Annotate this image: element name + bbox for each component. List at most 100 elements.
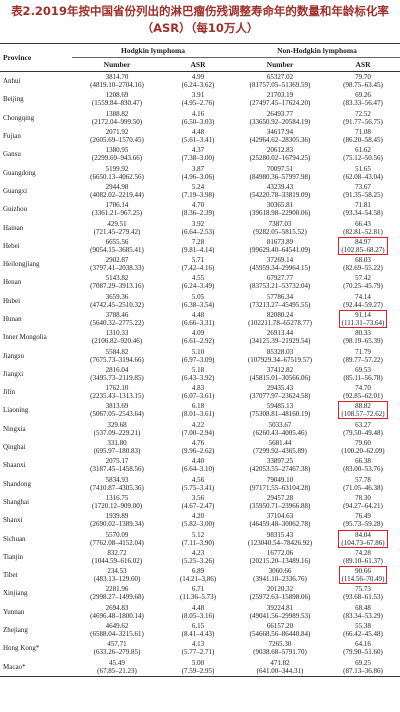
asr-interval: (6.38–3.54) xyxy=(181,300,215,309)
province-cell: Gansu xyxy=(3,150,21,159)
asr-interval: (6.64–2.53) xyxy=(181,227,215,236)
number-cell: 329.68 (537.09–229.21) xyxy=(72,420,162,438)
number-value: 5199.92 xyxy=(105,164,129,173)
number-value: 26493.77 xyxy=(266,109,294,118)
asr-value: 4.76 xyxy=(191,439,205,448)
asr-cell: 3.91 (4.95–2.76) xyxy=(162,90,234,108)
number-interval: (3941.10–2336.76) xyxy=(253,575,307,584)
asr-value: 6.71 xyxy=(191,585,205,594)
province-cell: Tibet xyxy=(3,571,18,580)
number-value: 37269.14 xyxy=(266,256,294,265)
number-cell: 29435.43 (37077.97–23624.58) xyxy=(234,383,326,401)
province-cell: Hunan xyxy=(3,315,22,323)
province-cell: Yunnan xyxy=(3,607,25,616)
asr-value: 5.10 xyxy=(191,347,205,356)
table-row: Shaanxi 2075.17 (3187.45–1458.56) 4.40 (6.64… xyxy=(0,456,400,474)
province-cell: Guangdong xyxy=(3,168,36,177)
table-row: Tibet 234.53 (483.13–129.60) 6.89 (14.21–3.8… xyxy=(0,566,400,585)
number-interval: (4082.02–2219.44) xyxy=(90,190,144,199)
highlight-box: 88.82 (108.57–72.62) xyxy=(338,401,388,420)
number-cell: 4649.62 (6588.04–3215.61) xyxy=(72,621,162,639)
number-value: 16772.06 xyxy=(266,548,294,557)
asr-cell: 78.30 (94.27–64.21) xyxy=(326,493,400,511)
number-cell: 234.53 (483.13–129.60) xyxy=(72,566,162,584)
asr-value: 4.56 xyxy=(191,475,205,484)
number-cell: 7265.30 (9038.68–5791.70) xyxy=(234,639,326,657)
number-interval: (67.85–21.23) xyxy=(97,666,137,675)
asr-cell: 6.18 (8.01–3.61) xyxy=(162,401,234,419)
number-interval: (7087.29–3913.16) xyxy=(90,282,144,291)
asr-interval: (91.35–58.25) xyxy=(343,190,383,199)
asr-value: 4.48 xyxy=(191,603,205,612)
asr-interval: (100.20–62.09) xyxy=(341,447,385,456)
asr-value: 84.04 xyxy=(355,530,371,539)
asr-value: 4.55 xyxy=(191,274,205,283)
asr-cell: 51.65 (62.08–43.04) xyxy=(326,163,400,181)
asr-cell: 4.37 (7.38–3.00) xyxy=(162,145,234,163)
highlight-box: 84.04 (104.73–67.86) xyxy=(338,529,388,548)
number-interval: (2998.27–1499.68) xyxy=(90,593,144,602)
number-value: 1316.75 xyxy=(105,493,129,502)
number-value: 1380.95 xyxy=(105,146,129,155)
number-value: 37104.63 xyxy=(266,512,294,521)
number-cell: 21703.19 (27497.45–17624.20) xyxy=(234,90,326,108)
asr-value: 75.73 xyxy=(355,585,371,594)
asr-interval: (82.69–55.22) xyxy=(343,264,383,273)
number-interval: (1720.12–909.00) xyxy=(91,501,143,510)
province-cell: Hubei xyxy=(3,296,21,305)
number-interval: (81757.05–51369.59) xyxy=(249,81,311,90)
asr-interval: (71.05–46.38) xyxy=(343,483,383,492)
highlight-box: 90.66 (114.56–70.49) xyxy=(338,566,388,585)
asr-value: 57.42 xyxy=(355,274,371,283)
highlight-box: 84.97 (102.85–68.27) xyxy=(338,236,388,255)
asr-value: 74.28 xyxy=(355,548,371,557)
number-interval: (25280.02–16794.25) xyxy=(249,154,311,163)
number-interval: (2172.04–999.50) xyxy=(91,117,143,126)
asr-interval: (4.67–2.47) xyxy=(181,501,215,510)
asr-value: 5.18 xyxy=(191,365,205,374)
number-value: 2944.98 xyxy=(105,182,129,191)
table-row: Xinjiang 2281.96 (2998.27–1499.68) 6.71 (11.… xyxy=(0,584,400,602)
asr-cell: 88.82 (108.57–72.62) xyxy=(326,401,400,420)
asr-cell: 76.49 (95.73–59.28) xyxy=(326,511,400,529)
number-interval: (75308.81–48160.19) xyxy=(249,410,311,419)
asr-interval: (6.61–2.92) xyxy=(181,337,215,346)
number-cell: 39224.81 (49041.56–29989.53) xyxy=(234,603,326,621)
asr-interval: (93.34–54.58) xyxy=(343,209,383,218)
number-interval: (9282.05–5815.52) xyxy=(253,227,307,236)
table-row: Beijing 1208.69 (1559.84–830.47) 3.91 (4.95–… xyxy=(0,90,400,108)
asr-cell: 68.48 (83.34–53.29) xyxy=(326,603,400,621)
asr-value: 80.33 xyxy=(355,329,371,338)
number-value: 39224.81 xyxy=(266,603,294,612)
table-row: Guangxi 2944.98 (4082.02–2219.44) 5.24 (7.19… xyxy=(0,182,400,200)
asr-cell: 68.03 (82.69–55.22) xyxy=(326,255,400,273)
asr-value: 79.70 xyxy=(355,73,371,82)
asr-cell: 5.12 (7.11–3.90) xyxy=(162,529,234,547)
asr-interval: (114.56–70.49) xyxy=(341,575,385,584)
number-interval: (7410.87–4305.36) xyxy=(90,483,144,492)
number-interval: (20215.20–13489.16) xyxy=(249,556,311,565)
asr-cell: 5.05 (6.38–3.54) xyxy=(162,292,234,310)
asr-value: 4.20 xyxy=(191,512,205,521)
number-value: 7265.30 xyxy=(268,640,292,649)
number-value: 37412.82 xyxy=(266,365,294,374)
number-cell: 457.71 (633.26–279.85) xyxy=(72,639,162,657)
number-cell: 45.49 (67.85–21.23) xyxy=(72,657,162,677)
province-cell: Fujian xyxy=(3,132,21,141)
asr-cell: 57.42 (70.25–45.79) xyxy=(326,273,400,291)
asr-value: 88.82 xyxy=(355,402,371,411)
asr-value: 4.40 xyxy=(191,457,205,466)
asr-value: 63.27 xyxy=(355,420,371,429)
asr-cell: 4.70 (8.36–2.39) xyxy=(162,200,234,218)
number-cell: 30365.81 (39618.98–22900.06) xyxy=(234,200,326,218)
asr-value: 68.03 xyxy=(355,256,371,265)
number-value: 2694.83 xyxy=(105,603,129,612)
asr-cell: 80.33 (98.19–65.39) xyxy=(326,328,400,346)
number-value: 85328.03 xyxy=(266,347,294,356)
asr-cell: 71.08 (86.20–58.45) xyxy=(326,127,400,145)
number-interval: (537.09–229.21) xyxy=(93,428,141,437)
asr-interval: (5.25–3.26) xyxy=(181,556,215,565)
number-cell: 1939.89 (2690.02–1389.34) xyxy=(72,511,162,529)
asr-interval: (6.66–3.31) xyxy=(181,319,215,327)
number-interval: (42053.55–27467.38) xyxy=(249,465,311,474)
